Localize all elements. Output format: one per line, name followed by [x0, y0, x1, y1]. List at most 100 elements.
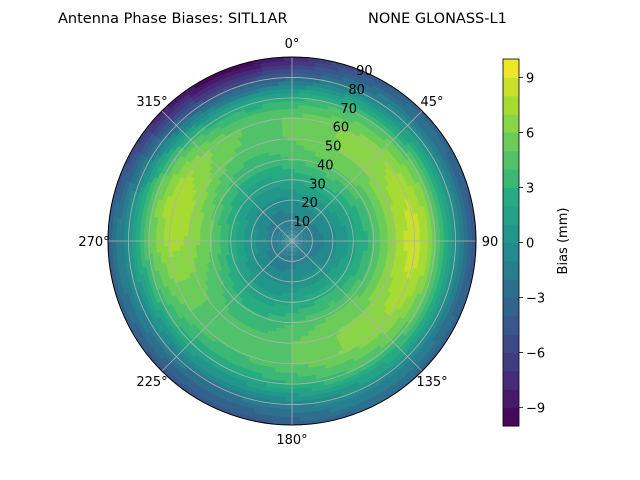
contour-cell: [295, 229, 298, 234]
contour-cell: [293, 276, 296, 282]
contour-cell: [203, 243, 209, 249]
contour-cell: [267, 225, 272, 229]
contour-cell: [278, 219, 283, 225]
contour-cell: [256, 231, 262, 235]
contour-cell: [292, 248, 295, 254]
contour-cell: [297, 217, 300, 222]
contour-cell: [348, 181, 355, 188]
contour-cell: [306, 246, 312, 250]
contour-cell: [311, 265, 316, 271]
contour-cell: [301, 271, 305, 277]
contour-cell: [311, 253, 317, 258]
contour-cell: [271, 238, 277, 240]
contour-cell: [327, 247, 332, 251]
contour-cell: [310, 216, 316, 222]
contour-cell: [289, 224, 291, 230]
contour-cell: [263, 215, 269, 221]
contour-cell: [260, 246, 265, 250]
contour-cell: [261, 251, 267, 255]
contour-cell: [314, 221, 319, 226]
contour-cell: [236, 301, 244, 309]
contour-cell: [275, 260, 280, 266]
contour-cell: [297, 312, 302, 318]
contour-cell: [283, 217, 287, 223]
contour-cell: [278, 230, 283, 234]
contour-cell: [295, 292, 300, 298]
contour-cell: [284, 236, 289, 240]
contour-cell: [294, 233, 298, 238]
contour-cell: [314, 248, 320, 252]
contour-cell: [280, 254, 284, 259]
contour-cell: [301, 247, 307, 251]
contour-cell: [260, 249, 266, 253]
contour-cell: [297, 232, 302, 236]
contour-cell: [375, 244, 381, 250]
contour-cell: [277, 215, 282, 221]
contour-cell: [282, 246, 287, 250]
contour-cell: [298, 227, 303, 232]
contour-cell: [297, 263, 301, 269]
contour-cell: [307, 258, 312, 264]
contour-cell: [304, 255, 309, 261]
contour-cell: [247, 259, 253, 264]
contour-cell: [242, 220, 248, 225]
contour-cell: [274, 259, 279, 265]
contour-cell: [304, 221, 309, 226]
contour-cell: [296, 256, 300, 261]
contour-cell: [331, 257, 337, 262]
contour-cell: [276, 244, 281, 247]
contour-cell: [307, 243, 313, 245]
contour-cell: [269, 192, 275, 198]
contour-cell: [264, 230, 270, 234]
contour-cell: [260, 221, 266, 225]
contour-cell: [271, 209, 276, 215]
contour-cell: [279, 242, 285, 245]
contour-cell: [343, 176, 350, 183]
contour-cell: [307, 253, 312, 258]
contour-cell: [287, 241, 292, 243]
contour-cell: [314, 231, 320, 235]
contour-cell: [290, 232, 292, 238]
contour-cell: [304, 190, 309, 196]
contour-cell: [290, 228, 292, 234]
contour-cell: [310, 255, 315, 260]
contour-cell: [289, 216, 292, 222]
contour-cell: [311, 234, 317, 237]
contour-cell: [287, 244, 291, 249]
contour-cell: [293, 228, 295, 234]
contour-cell: [295, 242, 300, 245]
contour-cell: [275, 239, 281, 241]
contour-cell: [302, 232, 307, 236]
contour-cell: [264, 232, 270, 235]
contour-cell: [297, 259, 301, 265]
contour-cell: [286, 268, 289, 274]
contour-cell: [293, 244, 296, 249]
contour-cell: [271, 238, 277, 241]
contour-cell: [268, 206, 273, 212]
contour-cell: [288, 200, 291, 206]
contour-cell: [374, 225, 380, 231]
contour-cell: [318, 229, 324, 233]
contour-cell: [296, 304, 301, 310]
contour-cell: [320, 224, 326, 228]
contour-cell: [292, 160, 297, 166]
contour-cell: [272, 258, 277, 263]
contour-cell: [279, 275, 283, 281]
contour-cell: [298, 233, 303, 237]
contour-cell: [284, 255, 288, 261]
contour-cell: [290, 232, 292, 238]
contour-cell: [308, 191, 313, 197]
contour-cell: [280, 235, 285, 238]
contour-cell: [265, 257, 271, 262]
contour-cell: [284, 260, 287, 265]
contour-cell: [292, 188, 295, 194]
contour-cell: [274, 269, 279, 275]
contour-cell: [300, 248, 305, 253]
contour-cell: [295, 252, 299, 257]
contour-cell: [272, 244, 277, 248]
contour-cell: [294, 252, 297, 258]
contour-cell: [271, 252, 277, 256]
contour-cell: [310, 248, 315, 252]
contour-cell: [286, 234, 290, 238]
contour-cell: [309, 221, 315, 226]
